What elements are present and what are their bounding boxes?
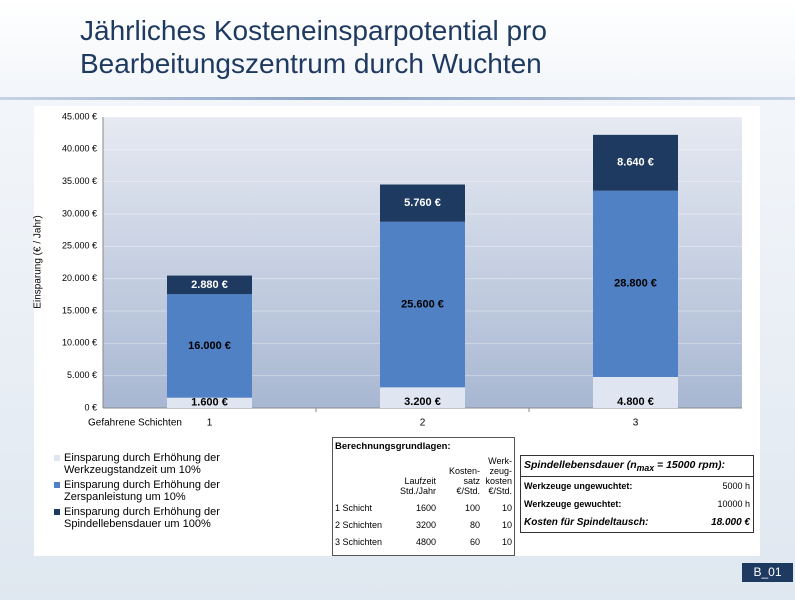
calc-title: Berechnungsgrundlagen: [335,441,451,452]
legend-label: Einsparung durch Erhöhung der Spindelleb… [64,506,220,530]
calc-header-cell: Laufzeit Std./Jahr [399,476,436,496]
legend-swatch [54,455,60,461]
calc-cell: 1600 [415,503,436,513]
data-label: 2.880 € [191,279,228,291]
calc-row: 1 Schicht 1600 100 10 [333,497,514,514]
data-label: 25.600 € [401,298,444,310]
data-label: 1.600 € [191,397,228,409]
y-tick-label: 30.000 € [62,208,97,218]
calc-cell: 10 [501,537,512,547]
calc-header-row: Laufzeit Std./Jahr Kosten-satz €/Std. Werk… [333,455,514,497]
bar-segment [380,221,465,388]
slide-title: Jährliches Kosteneinsparpotential pro Be… [80,15,547,79]
spindle-row: Werkzeuge gewuchtet: 10000 h [521,495,753,513]
legend-item: Einsparung durch Erhöhung der Spindelleb… [54,506,284,530]
calc-row: 3 Schichten 4800 60 10 [333,531,514,548]
calc-table: Berechnungsgrundlagen: Laufzeit Std./Jahr… [332,437,515,556]
calc-cell: 4800 [415,537,436,547]
calc-cell: 80 [469,520,480,530]
data-label: 16.000 € [188,340,231,352]
legend-label: Einsparung durch Erhöhung der Zerspanlei… [64,479,220,503]
calc-cell: 10 [501,503,512,513]
y-tick-label: 45.000 € [62,111,97,121]
spindle-title-rest: = 15000 rpm): [654,459,726,471]
legend-label: Einsparung durch Erhöhung der Werkzeugst… [64,452,220,476]
calc-cell: 60 [469,537,480,547]
y-tick-label: 0 € [84,402,97,412]
spindle-cell: 10000 h [717,499,750,510]
bar-segment [593,134,678,191]
calc-row: 2 Schichten 3200 80 10 [333,514,514,531]
bar-segment [167,294,252,398]
x-tick-label: 3 [633,418,639,429]
calc-cell: 1 Schicht [335,503,373,513]
data-label: 4.800 € [617,396,654,408]
bar-segment [380,387,465,408]
spindle-cell: 18.000 € [711,517,750,529]
data-label: 5.760 € [404,197,441,209]
y-axis-label: Einsparung (€ / Jahr) [33,215,44,308]
calc-title-row: Berechnungsgrundlagen: [333,438,514,455]
x-tick-label: 1 [207,418,213,429]
legend-item: Einsparung durch Erhöhung der Zerspanlei… [54,479,284,503]
slide-id: B_01 [742,563,793,582]
bar-segment [593,190,678,377]
calc-cell: 10 [501,520,512,530]
spindle-title-sub: max [636,463,655,474]
calc-cell: 3 Schichten [335,537,383,547]
bar-segment [167,275,252,295]
calc-cell: 2 Schichten [335,520,383,530]
spindle-title-text: Spindellebensdauer (n [524,459,637,471]
calc-cell: 3200 [415,520,436,530]
spindle-cell: Kosten für Spindeltausch: [524,517,649,529]
calc-header-cell [333,455,394,497]
spindle-table: Spindellebensdauer (nmax = 15000 rpm): We… [520,455,754,534]
spindle-row: Werkzeuge ungewuchtet: 5000 h [521,477,753,495]
data-label: 3.200 € [404,396,441,408]
y-tick-label: 20.000 € [62,273,97,283]
spindle-grid: Werkzeuge ungewuchtet: 5000 h Werkzeuge ge… [521,477,753,532]
bar-segment [167,397,252,408]
spindle-title: Spindellebensdauer (nmax = 15000 rpm): [521,456,753,478]
y-tick-label: 5.000 € [67,370,97,380]
y-tick-label: 10.000 € [62,338,97,348]
data-label: 28.800 € [614,278,657,290]
y-tick-label: 40.000 € [62,144,97,154]
legend-swatch [54,509,60,515]
legend-item: Einsparung durch Erhöhung der Werkzeugst… [54,452,284,476]
x-tick-label: 2 [420,418,426,429]
y-tick-label: 15.000 € [62,305,97,315]
bar-segment [593,376,678,408]
bar-segment [380,184,465,222]
legend-swatch [54,482,60,488]
y-tick-label: 35.000 € [62,176,97,186]
calc-header-cell: Werk-zeug-kosten €/Std. [485,456,512,496]
calc-cell: 100 [464,503,480,513]
data-label: 8.640 € [617,157,654,169]
calc-header-cell: Kosten-satz €/Std. [448,466,480,496]
calc-grid: Berechnungsgrundlagen: Laufzeit Std./Jahr… [333,438,514,548]
spindle-cell: Werkzeuge gewuchtet: [524,499,622,510]
y-tick-label: 25.000 € [62,241,97,251]
spindle-row: Kosten für Spindeltausch: 18.000 € [521,513,753,532]
title-rule [0,97,795,100]
spindle-cell: Werkzeuge ungewuchtet: [524,481,633,492]
spindle-cell: 5000 h [722,481,750,492]
x-axis-label: Gefahrene Schichten [88,418,182,429]
